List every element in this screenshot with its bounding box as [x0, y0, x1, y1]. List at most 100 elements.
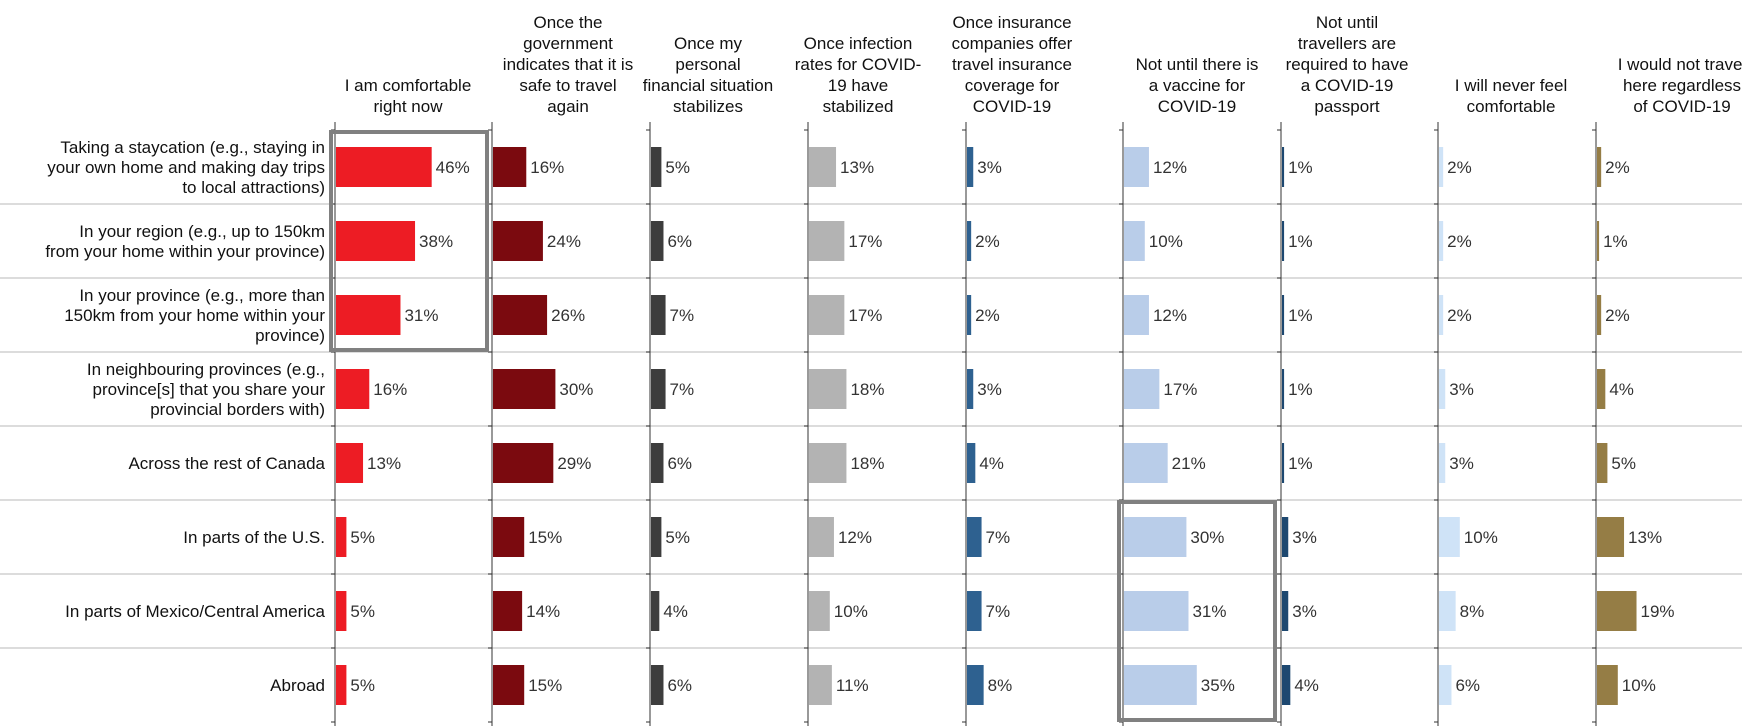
bar: [1124, 443, 1168, 483]
data-label: 46%: [436, 158, 470, 177]
series-panel: 16% 24% 26% 30% 29% 15% 14% 15%: [488, 122, 593, 726]
data-label: 10%: [834, 602, 868, 621]
series-panel: 2% 2% 2% 3% 3% 10% 8% 6%: [1434, 122, 1498, 726]
data-label: 6%: [667, 676, 692, 695]
bar: [651, 295, 666, 335]
bar: [1439, 665, 1452, 705]
data-label: 2%: [1447, 158, 1472, 177]
bar: [1597, 147, 1602, 187]
bar: [1597, 295, 1602, 335]
bar: [336, 591, 347, 631]
data-label: 8%: [988, 676, 1013, 695]
bar: [493, 369, 556, 409]
bar: [809, 665, 832, 705]
bar-panels: 46%38%31%16%13%5%5%5%16%24%26%30%29%15%1…: [331, 122, 1675, 726]
bar: [967, 369, 974, 409]
bar: [967, 591, 982, 631]
bar: [1124, 221, 1145, 261]
data-label: 24%: [547, 232, 581, 251]
bar: [967, 665, 984, 705]
data-label: 6%: [667, 454, 692, 473]
data-label: 10%: [1622, 676, 1656, 695]
bar: [651, 665, 664, 705]
data-label: 5%: [665, 528, 690, 547]
bar: [493, 295, 548, 335]
bar: [809, 295, 845, 335]
data-label: 31%: [1192, 602, 1226, 621]
bar: [809, 369, 847, 409]
bar: [1282, 295, 1285, 335]
bar: [1597, 369, 1606, 409]
bar: [1439, 221, 1444, 261]
data-label: 7%: [670, 306, 695, 325]
bar: [1124, 591, 1189, 631]
data-label: 5%: [1611, 454, 1636, 473]
row-label: Taking a staycation (e.g., staying in you…: [47, 138, 325, 197]
row-label: Across the rest of Canada: [128, 454, 325, 473]
bar: [809, 147, 837, 187]
bar: [1282, 221, 1285, 261]
data-label: 3%: [1292, 528, 1317, 547]
series-panel: 12% 10% 12% 17% 21% 30% 31% 35%: [1119, 122, 1235, 726]
data-label: 38%: [419, 232, 453, 251]
bar: [1597, 517, 1625, 557]
bar: [1282, 665, 1291, 705]
bar: [967, 147, 974, 187]
bar: [809, 517, 834, 557]
data-label: 13%: [840, 158, 874, 177]
row-label: Abroad: [270, 676, 325, 695]
data-label: 31%: [404, 306, 438, 325]
data-label: 30%: [559, 380, 593, 399]
data-label: 1%: [1288, 158, 1313, 177]
bar: [1597, 443, 1608, 483]
data-label: 3%: [977, 380, 1002, 399]
data-label: 5%: [350, 602, 375, 621]
data-label: 3%: [1292, 602, 1317, 621]
data-label: 19%: [1641, 602, 1675, 621]
bar: [336, 443, 364, 483]
column-header: Once infection rates for COVID-19 have sta…: [795, 34, 922, 116]
data-label: 4%: [979, 454, 1004, 473]
bar: [651, 369, 666, 409]
bar: [1439, 147, 1444, 187]
bar: [651, 591, 660, 631]
bar: [967, 443, 976, 483]
data-label: 1%: [1288, 454, 1313, 473]
data-label: 6%: [667, 232, 692, 251]
column-header: I will never feel comfortable: [1455, 76, 1567, 116]
row-separators: [0, 203, 1742, 649]
data-label: 12%: [1153, 306, 1187, 325]
bar: [336, 369, 370, 409]
series-panel: 5% 6% 7% 7% 6% 5% 4% 6%: [646, 122, 694, 726]
bar: [336, 665, 347, 705]
data-label: 16%: [373, 380, 407, 399]
data-label: 5%: [350, 676, 375, 695]
data-label: 5%: [665, 158, 690, 177]
bar: [1282, 517, 1289, 557]
bar: [493, 517, 525, 557]
column-headers: I am comfortable right now Once the governm…: [345, 13, 1742, 116]
data-label: 3%: [977, 158, 1002, 177]
data-label: 4%: [663, 602, 688, 621]
data-label: 5%: [350, 528, 375, 547]
data-label: 17%: [848, 306, 882, 325]
data-label: 1%: [1288, 306, 1313, 325]
bar: [1597, 665, 1618, 705]
bar: [809, 591, 830, 631]
data-label: 17%: [848, 232, 882, 251]
data-label: 1%: [1288, 232, 1313, 251]
data-label: 1%: [1288, 380, 1313, 399]
data-label: 13%: [1628, 528, 1662, 547]
data-label: 3%: [1449, 380, 1474, 399]
bar: [336, 295, 401, 335]
bar: [336, 221, 416, 261]
data-label: 29%: [557, 454, 591, 473]
series-panel: 46% 38% 31% 16% 13% 5% 5% 5%: [331, 122, 470, 726]
bar: [1124, 665, 1197, 705]
data-label: 2%: [1605, 158, 1630, 177]
bar: [967, 221, 972, 261]
column-header: Not until there is a vaccine for COVID-19: [1136, 55, 1259, 116]
data-label: 1%: [1603, 232, 1628, 251]
bar: [1282, 147, 1285, 187]
column-header: I would not travel here regardless of COVI…: [1618, 55, 1742, 116]
